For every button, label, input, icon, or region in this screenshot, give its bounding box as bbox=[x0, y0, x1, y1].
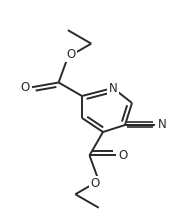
Text: N: N bbox=[109, 81, 117, 95]
Text: O: O bbox=[20, 81, 30, 94]
Text: O: O bbox=[119, 149, 128, 162]
Text: O: O bbox=[90, 177, 99, 190]
Text: N: N bbox=[158, 119, 166, 131]
Text: O: O bbox=[66, 48, 75, 61]
